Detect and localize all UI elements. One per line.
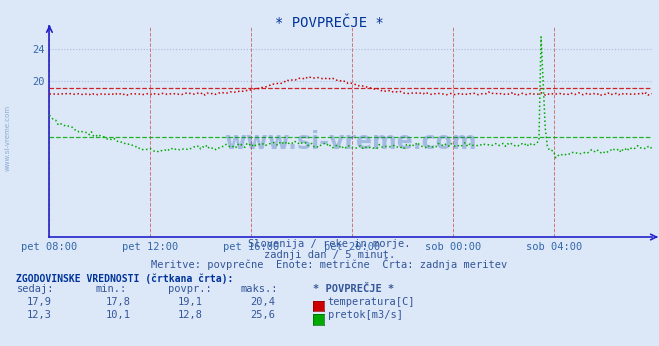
Text: sedaj:: sedaj:: [16, 284, 54, 294]
Text: 12,8: 12,8: [178, 310, 203, 320]
Text: povpr.:: povpr.:: [168, 284, 212, 294]
Text: zadnji dan / 5 minut.: zadnji dan / 5 minut.: [264, 250, 395, 260]
Text: 10,1: 10,1: [105, 310, 130, 320]
Text: www.si-vreme.com: www.si-vreme.com: [225, 130, 477, 154]
Text: 17,8: 17,8: [105, 297, 130, 307]
Text: pretok[m3/s]: pretok[m3/s]: [328, 310, 403, 320]
Text: 25,6: 25,6: [250, 310, 275, 320]
Text: temperatura[C]: temperatura[C]: [328, 297, 415, 307]
Text: 19,1: 19,1: [178, 297, 203, 307]
Text: www.si-vreme.com: www.si-vreme.com: [5, 105, 11, 172]
Text: Meritve: povprečne  Enote: metrične  Črta: zadnja meritev: Meritve: povprečne Enote: metrične Črta:…: [152, 258, 507, 270]
Text: * POVPREČJE *: * POVPREČJE *: [275, 16, 384, 29]
Text: maks.:: maks.:: [241, 284, 278, 294]
Text: Slovenija / reke in morje.: Slovenija / reke in morje.: [248, 239, 411, 249]
Text: 17,9: 17,9: [26, 297, 51, 307]
Text: * POVPREČJE *: * POVPREČJE *: [313, 284, 394, 294]
Text: 20,4: 20,4: [250, 297, 275, 307]
Text: ZGODOVINSKE VREDNOSTI (črtkana črta):: ZGODOVINSKE VREDNOSTI (črtkana črta):: [16, 273, 234, 284]
Text: 12,3: 12,3: [26, 310, 51, 320]
Text: min.:: min.:: [96, 284, 127, 294]
